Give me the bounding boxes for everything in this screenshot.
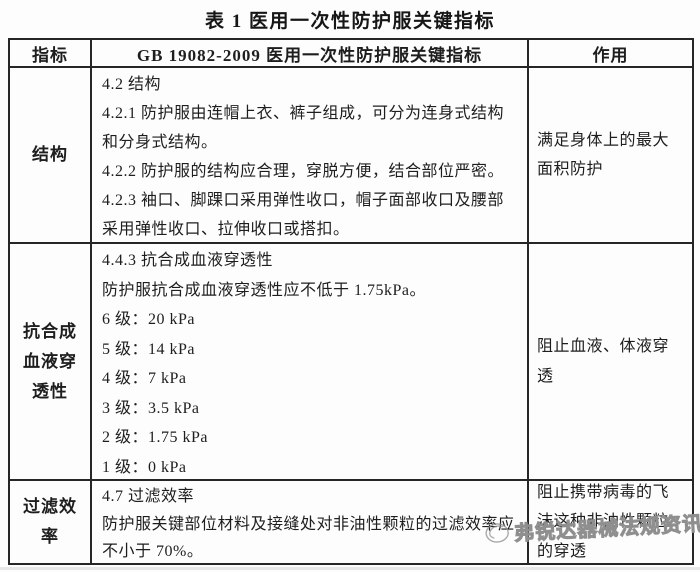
header-gb-standard: GB 19082-2009 医用一次性防护服关键指标 (92, 40, 529, 68)
detail-line: 2 级：1.75 kPa (102, 429, 209, 446)
row-blood-label-text: 抗合成血液穿透性 (23, 321, 77, 401)
detail-line: 4.2.1 防护服由连帽上衣、裤子组成，可分为连身式结构和分身式结构。 (102, 105, 505, 151)
detail-line: 防护服关键部位材料及接缝处对非油性颗粒的过滤效率应不小于 70%。 (102, 515, 515, 561)
detail-line: 4.2.3 袖口、脚踝口采用弹性收口，帽子面部收口及腰部采用弹性收口、拉伸收口或… (102, 192, 505, 238)
detail-line: 6 级：20 kPa (102, 311, 196, 328)
header-effect: 作用 (529, 40, 692, 68)
indicators-table: 指标 GB 19082-2009 医用一次性防护服关键指标 作用 结构 4.2 … (8, 38, 694, 565)
detail-line: 1 级：0 kPa (102, 458, 187, 476)
row-structure-details: 4.2 结构 4.2.1 防护服由连帽上衣、裤子组成，可分为连身式结构和分身式结… (92, 68, 529, 244)
page-bottom-divider (0, 567, 700, 570)
row-filter-effect-text: 阻止携带病毒的飞沫这种非油性颗粒的穿透 (537, 483, 670, 560)
row-structure-effect: 满足身体上的最大面积防护 (529, 68, 692, 244)
row-structure-label-text: 结构 (32, 145, 68, 164)
table-title: 表 1 医用一次性防护服关键指标 (204, 11, 495, 32)
detail-line: 4.7 过滤效率 (102, 488, 195, 505)
row-structure-effect-text: 满足身体上的最大面积防护 (537, 131, 670, 179)
detail-line: 3 级：3.5 kPa (102, 399, 200, 417)
row-blood-effect: 阻止血液、体液穿透 (529, 244, 692, 481)
detail-line: 防护服抗合成血液穿透性应不低于 1.75kPa。 (102, 281, 427, 299)
row-filter-label-text: 过滤效率 (23, 497, 77, 546)
row-filter-label: 过滤效率 (10, 481, 92, 563)
row-blood-label: 抗合成血液穿透性 (10, 244, 92, 481)
detail-line: 5 级：14 kPa (102, 340, 196, 358)
detail-line: 4.2 结构 (102, 76, 162, 93)
row-filter-effect: 阻止携带病毒的飞沫这种非油性颗粒的穿透 (529, 481, 692, 563)
detail-line: 4.4.3 抗合成血液穿透性 (102, 252, 274, 269)
detail-line: 4 级：7 kPa (102, 370, 187, 387)
detail-line: 4.2.2 防护服的结构应合理，穿脱方便，结合部位严密。 (102, 163, 505, 180)
row-blood-details: 4.4.3 抗合成血液穿透性 防护服抗合成血液穿透性应不低于 1.75kPa。 … (92, 244, 529, 481)
row-blood-effect-text: 阻止血液、体液穿透 (537, 338, 670, 385)
header-indicator: 指标 (10, 40, 92, 68)
row-structure-label: 结构 (10, 68, 92, 244)
row-filter-details: 4.7 过滤效率 防护服关键部位材料及接缝处对非油性颗粒的过滤效率应不小于 70… (92, 481, 529, 563)
